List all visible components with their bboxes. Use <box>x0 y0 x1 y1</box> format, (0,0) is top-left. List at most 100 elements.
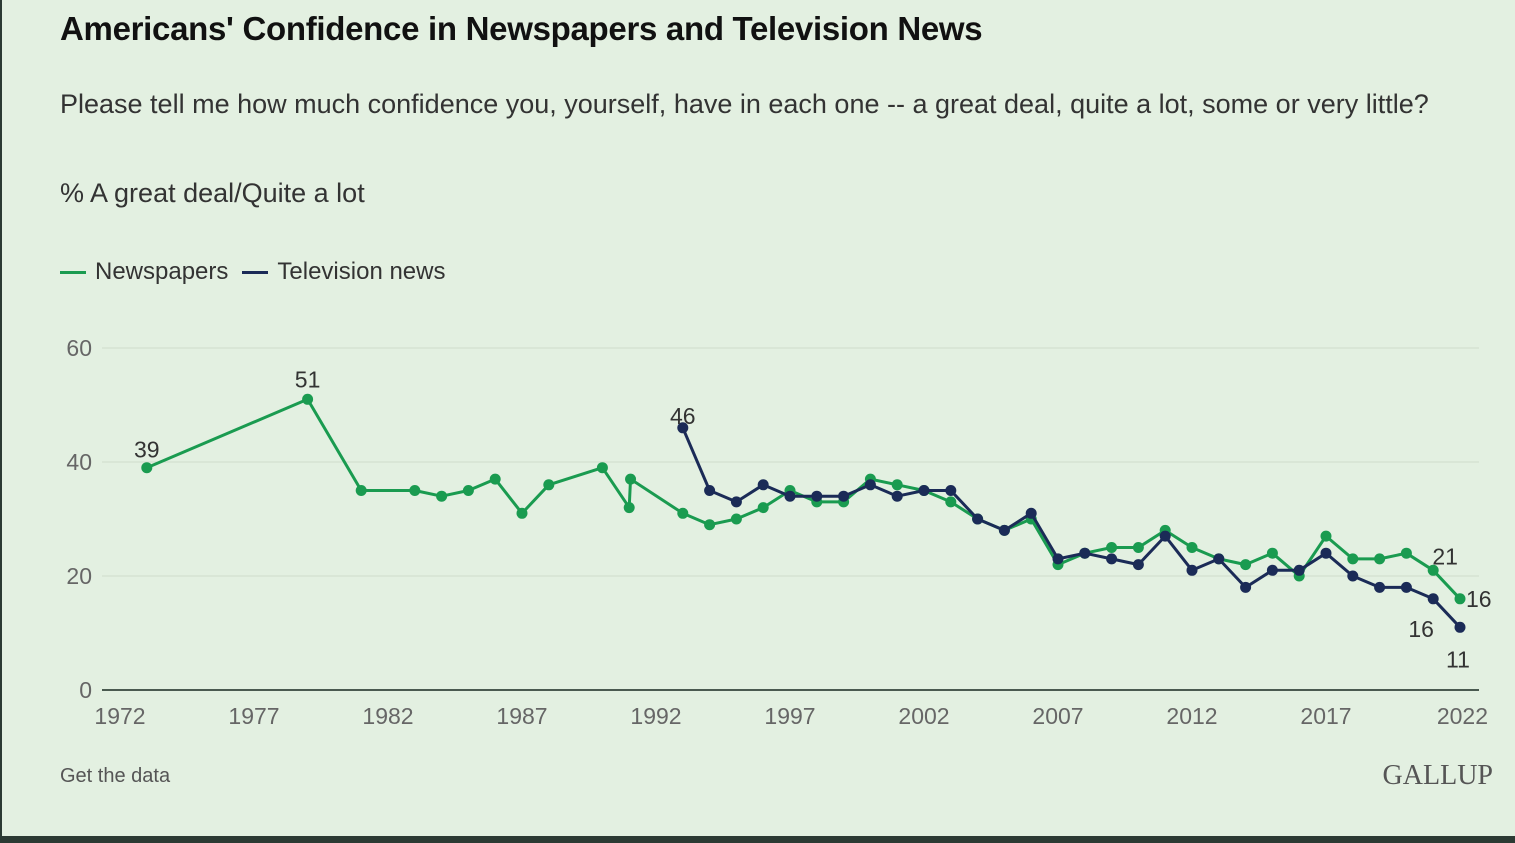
x-tick-label: 1997 <box>764 703 815 729</box>
get-the-data-link[interactable]: Get the data <box>60 765 171 787</box>
data-label: 11 <box>1446 646 1470 672</box>
data-label: 46 <box>670 403 696 429</box>
data-point-television-news[interactable] <box>998 524 1010 536</box>
data-point-newspapers[interactable] <box>945 496 957 508</box>
data-point-television-news[interactable] <box>1025 507 1037 519</box>
data-point-newspapers[interactable] <box>489 473 501 485</box>
y-tick-label: 0 <box>79 677 92 703</box>
data-label: 51 <box>295 366 321 392</box>
data-point-newspapers[interactable] <box>625 473 637 485</box>
data-point-television-news[interactable] <box>972 513 984 525</box>
legend-swatch-newspapers <box>60 270 86 274</box>
data-point-newspapers[interactable] <box>436 490 448 502</box>
gallup-logo: GALLUP <box>1382 760 1493 791</box>
data-point-television-news[interactable] <box>1106 553 1118 565</box>
data-point-television-news[interactable] <box>1293 564 1305 576</box>
gridlines <box>102 347 1479 577</box>
data-point-newspapers[interactable] <box>409 485 421 496</box>
data-point-newspapers[interactable] <box>1427 564 1439 576</box>
data-point-newspapers[interactable] <box>1240 559 1252 571</box>
x-tick-label: 2012 <box>1166 703 1217 729</box>
data-label: 39 <box>134 437 160 463</box>
data-point-newspapers[interactable] <box>1106 542 1118 553</box>
data-point-newspapers[interactable] <box>1320 530 1332 542</box>
data-point-television-news[interactable] <box>1320 547 1332 559</box>
data-point-newspapers[interactable] <box>623 502 635 514</box>
chart-title: Americans' Confidence in Newspapers and … <box>60 10 983 47</box>
data-point-newspapers[interactable] <box>141 462 153 474</box>
data-point-television-news[interactable] <box>704 485 716 496</box>
y-tick-label: 60 <box>66 335 92 361</box>
data-point-newspapers[interactable] <box>1347 553 1359 565</box>
data-label: 16 <box>1466 586 1492 612</box>
data-point-television-news[interactable] <box>1240 581 1252 593</box>
legend-swatch-television-news <box>242 270 269 274</box>
x-tick-label: 2017 <box>1300 703 1351 729</box>
x-tick-label: 2002 <box>898 703 949 729</box>
data-point-television-news[interactable] <box>838 490 850 502</box>
data-point-television-news[interactable] <box>1052 553 1064 565</box>
data-point-television-news[interactable] <box>1374 581 1386 593</box>
legend-label: Newspapers <box>95 258 229 285</box>
data-point-television-news[interactable] <box>1266 564 1278 576</box>
data-point-television-news[interactable] <box>677 422 689 434</box>
data-point-newspapers[interactable] <box>355 485 367 496</box>
data-point-television-news[interactable] <box>1186 564 1198 576</box>
data-point-television-news[interactable] <box>1079 547 1091 559</box>
data-point-television-news[interactable] <box>864 479 876 491</box>
y-tick-label: 20 <box>66 563 92 589</box>
x-tick-label: 2007 <box>1032 703 1083 729</box>
data-point-newspapers[interactable] <box>730 513 742 525</box>
data-point-television-news[interactable] <box>1132 559 1144 571</box>
data-point-newspapers[interactable] <box>462 485 474 496</box>
data-point-television-news[interactable] <box>1347 570 1359 582</box>
data-point-newspapers[interactable] <box>516 507 528 519</box>
data-point-newspapers[interactable] <box>1132 542 1144 553</box>
data-point-television-news[interactable] <box>784 490 796 502</box>
data-point-newspapers[interactable] <box>596 462 608 474</box>
chart-subtitle: Please tell me how much confidence you, … <box>60 89 1429 119</box>
data-point-television-news[interactable] <box>1213 553 1225 565</box>
data-point-newspapers[interactable] <box>1186 542 1198 553</box>
data-point-television-news[interactable] <box>1427 593 1439 605</box>
data-point-television-news[interactable] <box>757 479 769 491</box>
data-label: 21 <box>1432 543 1458 569</box>
legend-item-television-news[interactable]: Television news <box>242 258 446 286</box>
data-point-newspapers[interactable] <box>1400 547 1412 559</box>
data-point-newspapers[interactable] <box>677 507 689 519</box>
x-tick-label: 1972 <box>94 703 145 729</box>
data-labels: 39 51 46 21 16 16 11 <box>134 366 1492 672</box>
unit-label: % A great deal/Quite a lot <box>60 178 365 208</box>
data-point-television-news[interactable] <box>1400 581 1412 593</box>
data-point-television-news[interactable] <box>1454 621 1466 633</box>
series-line-television-news <box>681 427 1462 629</box>
x-tick-label: 2022 <box>1437 703 1488 729</box>
legend-label: Television news <box>277 258 446 285</box>
series-group <box>141 393 1466 633</box>
data-point-newspapers[interactable] <box>1266 547 1278 559</box>
data-point-newspapers[interactable] <box>543 479 555 491</box>
axes: 0 20 40 60 1972 1977 1982 1987 1992 1997 2002 2007 2… <box>66 335 1488 729</box>
data-point-newspapers[interactable] <box>704 519 716 531</box>
x-tick-label: 1987 <box>496 703 547 729</box>
x-tick-label: 1982 <box>362 703 413 729</box>
data-point-television-news[interactable] <box>730 496 742 508</box>
legend: Newspapers Television news <box>60 258 460 286</box>
x-tick-label: 1992 <box>630 703 681 729</box>
data-point-newspapers[interactable] <box>757 502 769 514</box>
data-point-newspapers[interactable] <box>1374 553 1386 565</box>
data-point-newspapers[interactable] <box>891 479 903 491</box>
data-point-television-news[interactable] <box>918 485 930 496</box>
data-point-television-news[interactable] <box>811 490 823 502</box>
data-point-television-news[interactable] <box>945 485 957 496</box>
legend-item-newspapers[interactable]: Newspapers <box>60 258 228 286</box>
x-tick-label: 1977 <box>228 703 279 729</box>
data-point-television-news[interactable] <box>1159 530 1171 542</box>
y-tick-label: 40 <box>66 449 92 475</box>
data-point-television-news[interactable] <box>891 490 903 502</box>
data-point-newspapers[interactable] <box>1454 593 1466 605</box>
series-line-newspapers <box>146 397 1462 600</box>
data-point-newspapers[interactable] <box>302 393 314 405</box>
